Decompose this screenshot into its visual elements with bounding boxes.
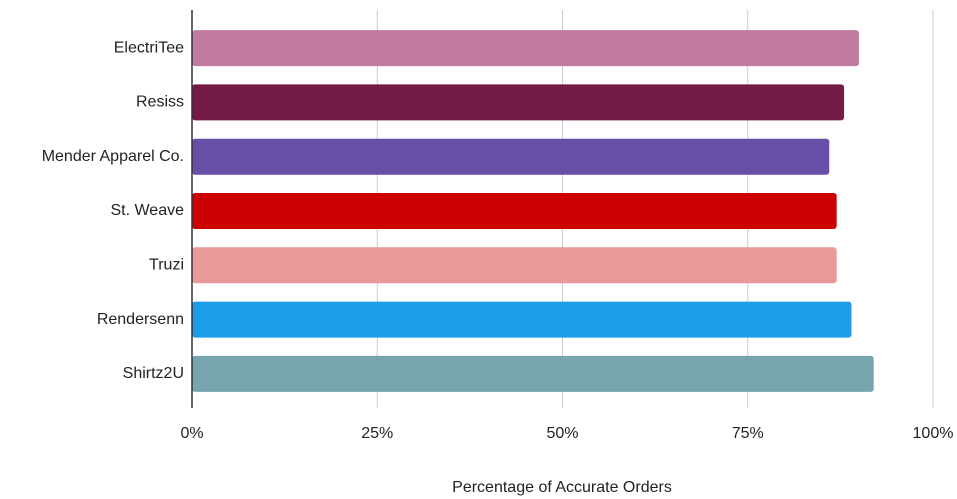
bar [192,138,830,175]
y-tick-label: Rendersenn [97,311,184,328]
bar [192,355,874,392]
bar [192,30,859,67]
x-tick-label: 50% [546,425,578,442]
y-tick-label: Shirtz2U [123,365,184,382]
x-tick-label: 0% [180,425,203,442]
x-tick-label: 75% [732,425,764,442]
y-tick-label: Truzi [149,257,184,274]
bar [192,301,852,338]
y-tick-label: Resiss [136,94,184,111]
y-tick-label: ElectriTee [114,39,184,56]
y-tick-label: Mender Apparel Co. [42,148,184,165]
x-tick-label: 25% [361,425,393,442]
bar [192,193,837,229]
y-tick-label: St. Weave [110,202,184,219]
x-tick-label: 100% [913,425,954,442]
bar [192,247,837,284]
x-axis-title: Percentage of Accurate Orders [452,479,672,496]
bar [192,84,845,121]
